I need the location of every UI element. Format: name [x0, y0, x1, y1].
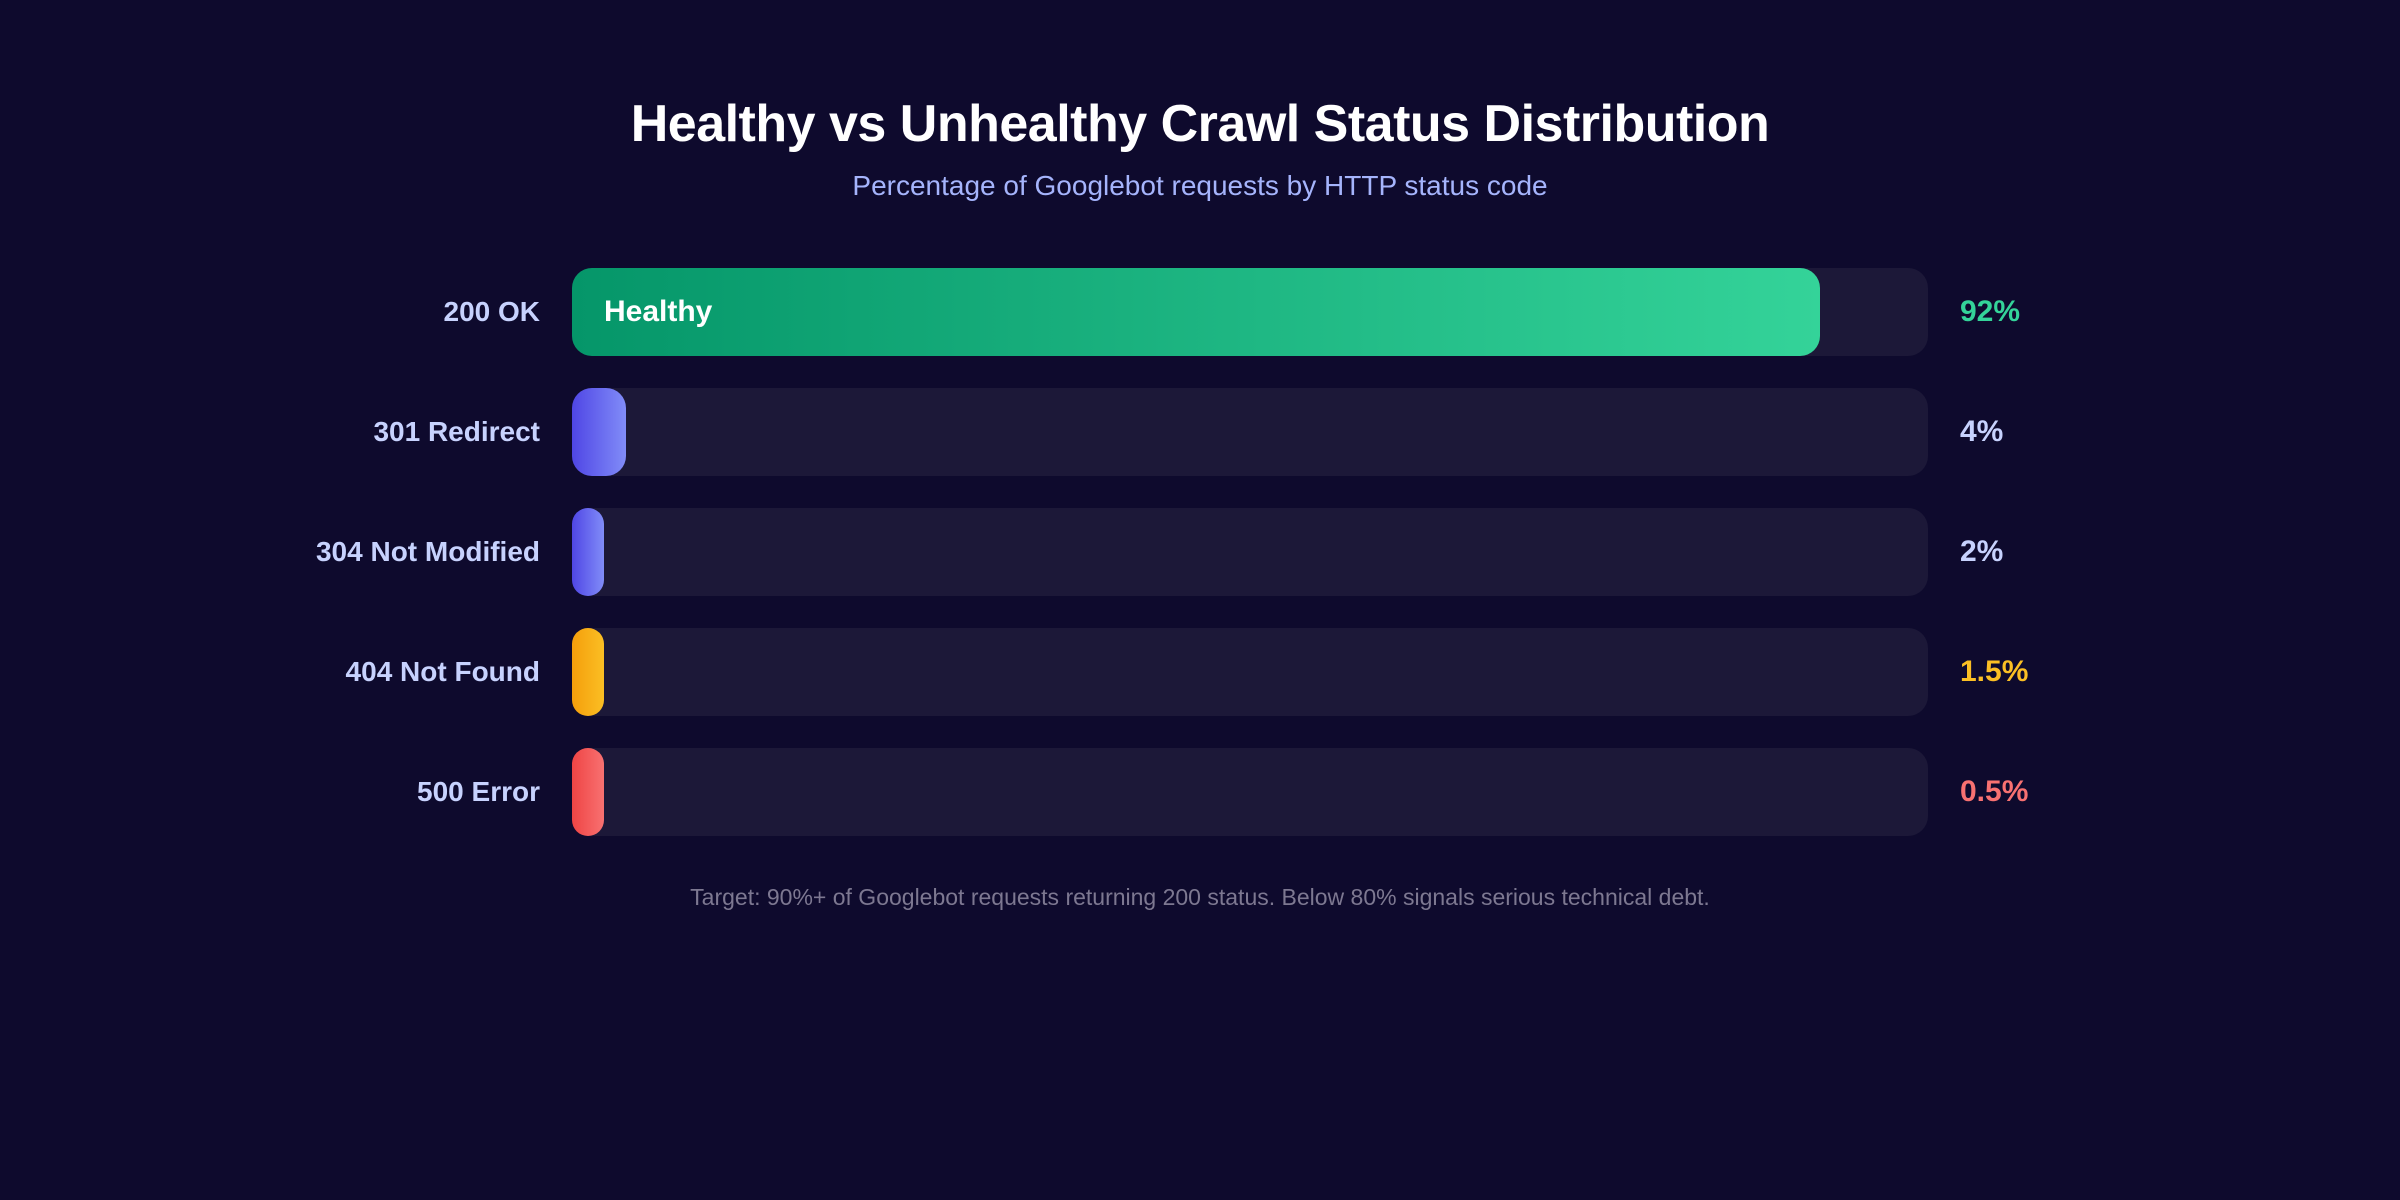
chart-title: Healthy vs Unhealthy Crawl Status Distri…: [630, 95, 1770, 153]
bar-row: 500 Error 0.5%: [0, 748, 2400, 836]
bar: Healthy: [572, 268, 1820, 356]
category-label: 304 Not Modified: [315, 536, 540, 567]
bar-row: 301 Redirect 4%: [0, 388, 2400, 476]
bar: [572, 508, 604, 596]
chart-subtitle: Percentage of Googlebot requests by HTTP…: [852, 170, 1548, 201]
bar-row: 304 Not Modified 2%: [0, 508, 2400, 596]
bar-annotation: Healthy: [604, 295, 713, 328]
bar-row: 200 OK Healthy 92%: [0, 268, 2400, 356]
bar-row: 404 Not Found 1.5%: [0, 628, 2400, 716]
category-label: 404 Not Found: [345, 656, 540, 687]
value-label: 92%: [1960, 295, 2021, 328]
value-label: 1.5%: [1960, 655, 2029, 688]
bar-track: [572, 628, 1928, 716]
footnote: Target: 90%+ of Googlebot requests retur…: [690, 884, 1710, 910]
category-label: 200 OK: [443, 296, 541, 327]
value-label: 0.5%: [1960, 775, 2029, 808]
bar: [572, 388, 627, 476]
bar-track: [572, 508, 1928, 596]
bar-track: [572, 388, 1928, 476]
bar-track: Healthy: [572, 268, 1928, 356]
value-label: 2%: [1960, 535, 2004, 568]
bar-track: [572, 748, 1928, 836]
value-label: 4%: [1960, 415, 2004, 448]
bar: [572, 628, 604, 716]
category-label: 500 Error: [417, 776, 540, 807]
category-label: 301 Redirect: [373, 416, 540, 447]
bar: [572, 748, 604, 836]
